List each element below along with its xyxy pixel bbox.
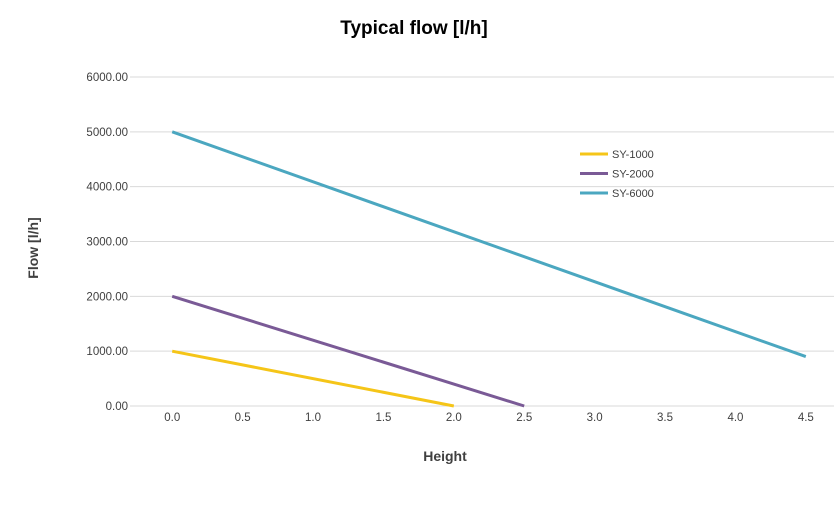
y-tick-label: 3000.00 bbox=[86, 237, 128, 249]
x-tick-label: 3.5 bbox=[657, 412, 673, 424]
series-line-sy-6000 bbox=[171, 130, 807, 359]
y-axis-title: Flow [l/h] bbox=[25, 217, 41, 278]
x-tick-label: 1.0 bbox=[305, 412, 321, 424]
x-axis-ticks: 0.0 0.5 1.0 1.5 2.0 2.5 3.0 3.5 4.0 4.5 bbox=[164, 412, 814, 424]
y-tick-label: 6000.00 bbox=[86, 72, 128, 84]
series-lines bbox=[171, 130, 807, 408]
y-tick-label: 0.00 bbox=[106, 401, 128, 413]
y-tick-label: 4000.00 bbox=[86, 182, 128, 194]
chart-title: Typical flow [l/h] bbox=[340, 18, 487, 39]
x-axis-title: Height bbox=[423, 448, 467, 464]
legend: SY-1000 SY-2000 SY-6000 bbox=[580, 149, 654, 200]
gridlines bbox=[130, 76, 834, 407]
x-tick-label: 0.5 bbox=[235, 412, 251, 424]
x-tick-label: 4.5 bbox=[798, 412, 814, 424]
x-tick-label: 3.0 bbox=[587, 412, 603, 424]
x-tick-label: 0.0 bbox=[164, 412, 180, 424]
series-line-sy-1000 bbox=[171, 349, 455, 408]
x-tick-label: 2.5 bbox=[516, 412, 532, 424]
legend-label: SY-2000 bbox=[612, 169, 654, 181]
y-tick-label: 2000.00 bbox=[86, 291, 128, 303]
x-tick-label: 4.0 bbox=[727, 412, 743, 424]
y-tick-label: 1000.00 bbox=[86, 346, 128, 358]
x-tick-label: 2.0 bbox=[446, 412, 462, 424]
series-line-sy-2000 bbox=[171, 294, 525, 408]
legend-label: SY-1000 bbox=[612, 149, 654, 161]
y-axis-ticks: 0.00 1000.00 2000.00 3000.00 4000.00 5000.00 6… bbox=[86, 72, 128, 413]
y-tick-label: 5000.00 bbox=[86, 127, 128, 139]
x-tick-label: 1.5 bbox=[375, 412, 391, 424]
legend-label: SY-6000 bbox=[612, 188, 654, 200]
